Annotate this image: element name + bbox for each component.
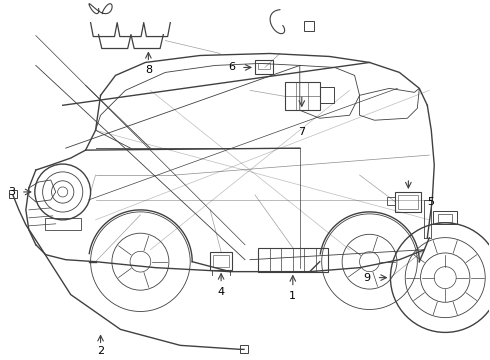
Bar	[304, 21, 314, 31]
Text: 4: 4	[218, 287, 224, 297]
Text: 9: 9	[364, 273, 370, 283]
Bar	[45, 218, 81, 230]
Bar	[433, 211, 457, 224]
Text: 8: 8	[145, 66, 152, 76]
Text: 5: 5	[427, 197, 434, 207]
Text: 2: 2	[97, 346, 104, 356]
Text: 7: 7	[298, 127, 305, 137]
Bar	[388, 197, 395, 205]
Bar	[258, 63, 270, 69]
Bar	[258, 248, 328, 272]
Bar	[210, 252, 232, 270]
Bar	[398, 195, 418, 209]
Text: 6: 6	[228, 62, 235, 72]
Bar	[213, 255, 229, 267]
Bar	[9, 190, 17, 198]
Text: 1: 1	[289, 291, 296, 301]
Bar	[395, 192, 421, 212]
Bar	[240, 345, 248, 353]
Bar	[255, 60, 273, 75]
Text: 3: 3	[8, 187, 15, 197]
Bar	[319, 87, 334, 103]
Bar	[285, 82, 319, 110]
Bar	[438, 214, 452, 222]
